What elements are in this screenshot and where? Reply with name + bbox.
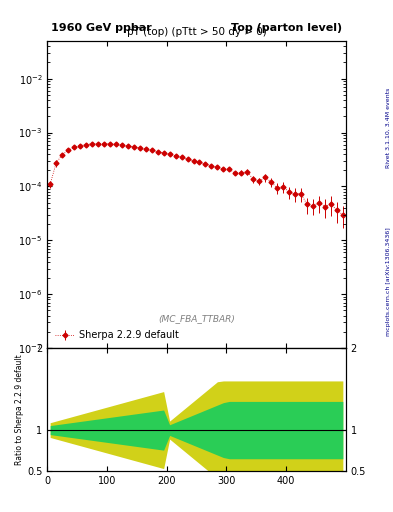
- Legend: Sherpa 2.2.9 default: Sherpa 2.2.9 default: [52, 328, 182, 344]
- Text: mcplots.cern.ch [arXiv:1306.3436]: mcplots.cern.ch [arXiv:1306.3436]: [386, 227, 391, 336]
- Title: pT (top) (pTtt > 50 dy > 0): pT (top) (pTtt > 50 dy > 0): [127, 28, 266, 37]
- Text: 1960 GeV ppbar: 1960 GeV ppbar: [51, 23, 152, 33]
- Text: Top (parton level): Top (parton level): [231, 23, 342, 33]
- Text: Rivet 3.1.10, 3.4M events: Rivet 3.1.10, 3.4M events: [386, 88, 391, 168]
- Y-axis label: Ratio to Sherpa 2.2.9 default: Ratio to Sherpa 2.2.9 default: [15, 354, 24, 465]
- Text: (MC_FBA_TTBAR): (MC_FBA_TTBAR): [158, 314, 235, 324]
